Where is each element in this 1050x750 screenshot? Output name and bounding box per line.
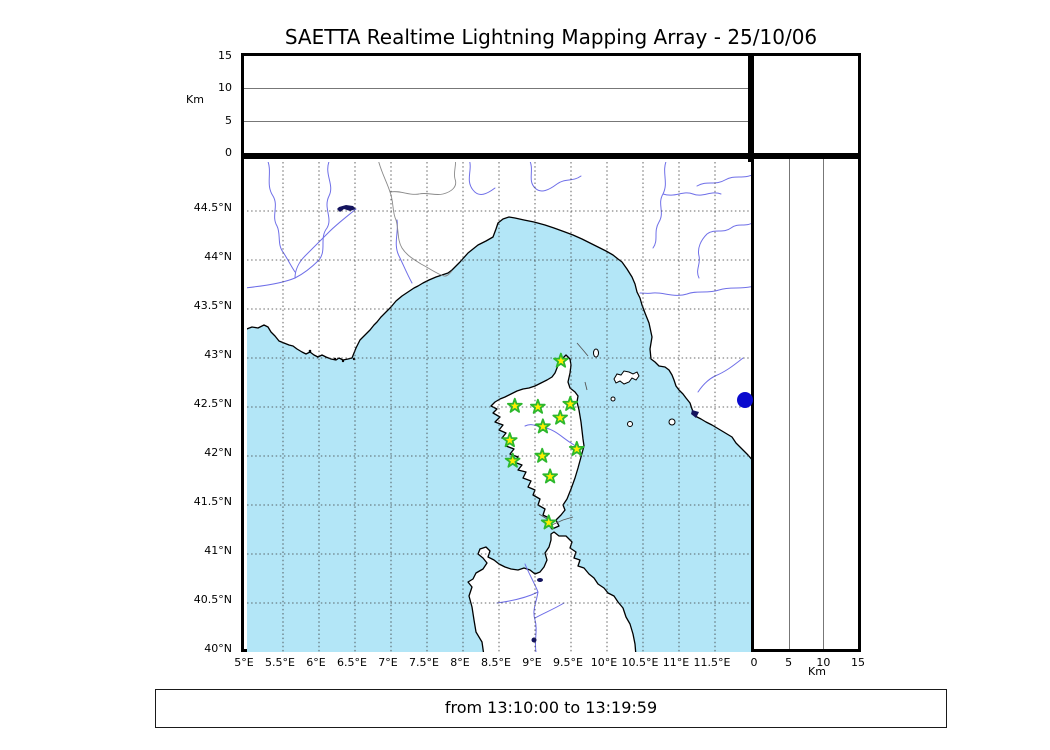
lat-tick-label: 41°N xyxy=(204,544,232,557)
island-giglio xyxy=(668,418,676,426)
altitude-unit-label-bottom: Km xyxy=(808,665,826,678)
time-range-box: from 13:10:00 to 13:19:59 xyxy=(155,689,947,728)
lon-tick-label: 10°E xyxy=(590,656,618,669)
altitude-unit-label-top: Km xyxy=(186,93,204,106)
coastline-mainland xyxy=(247,162,751,460)
lat-tick-label: 41.5°N xyxy=(193,495,232,508)
lat-tick-label: 40°N xyxy=(204,642,232,655)
map-panel xyxy=(241,156,751,652)
altitude-gridline xyxy=(788,159,790,649)
station-star xyxy=(568,440,585,456)
station-star xyxy=(504,452,521,468)
lon-tick-label: 5.5°E xyxy=(265,656,295,669)
island-montecristo xyxy=(627,421,633,427)
island-capraia xyxy=(593,348,599,358)
lat-tick-label: 40.5°N xyxy=(193,593,232,606)
lon-tick-label: 9.5°E xyxy=(553,656,583,669)
rivers xyxy=(247,162,751,652)
altitude-corner-panel xyxy=(751,53,861,156)
lat-tick-label: 42.5°N xyxy=(193,397,232,410)
lon-tick-label: 7°E xyxy=(378,656,398,669)
country-borders xyxy=(378,162,457,277)
altitude-gridline xyxy=(244,120,748,122)
time-range-text: from 13:10:00 to 13:19:59 xyxy=(444,698,658,717)
km-tick-label: 5 xyxy=(785,656,793,669)
station-star xyxy=(552,409,568,425)
station-star xyxy=(530,398,546,414)
islet-hyeres-2 xyxy=(341,359,345,363)
altitude-latitude-panel xyxy=(751,156,861,652)
station-star xyxy=(534,447,550,463)
station-star xyxy=(502,432,518,448)
island-pianosa xyxy=(610,396,616,402)
altitude-longitude-panel xyxy=(241,53,751,156)
station-star xyxy=(540,514,557,530)
station-star xyxy=(507,397,523,413)
coastline-sardinia xyxy=(467,531,637,652)
lat-tick-label: 43°N xyxy=(204,348,232,361)
lat-tick-label: 43.5°N xyxy=(193,299,232,312)
station-star xyxy=(553,352,569,368)
lon-tick-label: 9°E xyxy=(522,656,542,669)
lightning-event-dot xyxy=(737,392,754,409)
lake-sardinia-2 xyxy=(531,637,537,643)
lagoon-orbetello xyxy=(691,410,699,418)
lon-tick-label: 7.5°E xyxy=(409,656,439,669)
altitude-gridline xyxy=(244,88,748,90)
km-tick-label: 0 xyxy=(750,656,758,669)
lon-tick-label: 6.5°E xyxy=(337,656,367,669)
lon-tick-label: 5°E xyxy=(234,656,254,669)
island-elba xyxy=(613,370,640,385)
altitude-gridline xyxy=(823,159,825,649)
station-star xyxy=(535,418,551,434)
altitude-tick-label: 15 xyxy=(218,49,232,62)
station-star xyxy=(542,468,558,484)
lat-tick-label: 42°N xyxy=(204,446,232,459)
station-markers xyxy=(502,352,585,530)
lon-tick-label: 8°E xyxy=(450,656,470,669)
lat-tick-label: 44°N xyxy=(204,250,232,263)
altitude-tick-label: 0 xyxy=(225,146,232,159)
lake-serre-poncon xyxy=(337,205,356,212)
lat-tick-label: 44.5°N xyxy=(193,201,232,214)
map-svg xyxy=(247,162,751,652)
lon-tick-label: 11.5°E xyxy=(693,656,731,669)
lon-tick-label: 6°E xyxy=(306,656,326,669)
km-tick-label: 10 xyxy=(816,656,831,669)
altitude-tick-label: 10 xyxy=(218,81,232,95)
station-star xyxy=(562,395,579,411)
islet-marseille xyxy=(308,349,312,353)
page-title: SAETTA Realtime Lightning Mapping Array … xyxy=(284,25,818,49)
lake-sardinia-1 xyxy=(537,578,543,582)
lon-tick-label: 10.5°E xyxy=(621,656,659,669)
km-tick-label: 15 xyxy=(851,656,865,669)
altitude-tick-label: 5 xyxy=(225,113,232,127)
lon-tick-label: 11°E xyxy=(662,656,690,669)
lon-tick-label: 8.5°E xyxy=(481,656,511,669)
